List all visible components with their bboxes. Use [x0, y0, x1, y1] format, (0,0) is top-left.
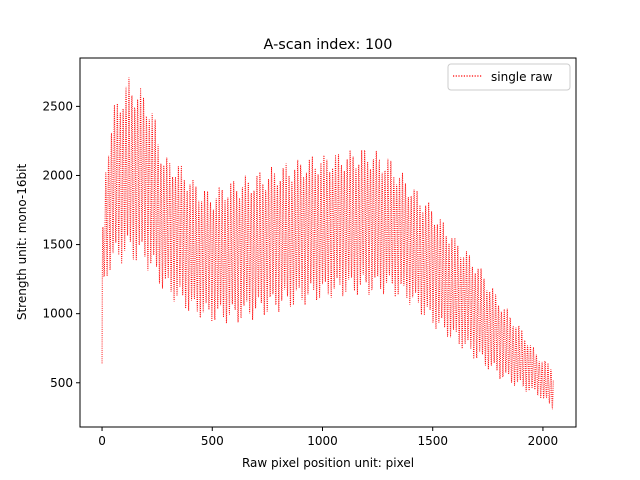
y-tick-label: 1000	[42, 307, 73, 321]
y-tick-label: 2000	[42, 168, 73, 182]
legend-label-single-raw: single raw	[491, 70, 553, 84]
x-tick-label: 1000	[307, 434, 338, 448]
y-tick-label: 1500	[42, 238, 73, 252]
x-tick-label: 1500	[417, 434, 448, 448]
series-line-single-raw	[101, 77, 554, 410]
y-tick-label: 500	[50, 376, 73, 390]
legend: single raw	[447, 63, 571, 91]
y-tick-label: 2500	[42, 99, 73, 113]
x-axis-ticks: 0 500 1000 1500 2000	[98, 427, 558, 448]
legend-box	[447, 63, 571, 91]
plot-area	[79, 57, 577, 428]
axes-frame	[79, 57, 577, 428]
y-axis-ticks: 500 1000 1500 2000 2500	[42, 99, 80, 390]
x-tick-label: 2000	[528, 434, 559, 448]
chart-title: A-scan index: 100	[264, 37, 393, 53]
y-axis-label: Strength unit: mono-16bit	[15, 164, 29, 321]
x-tick-label: 0	[98, 434, 106, 448]
data-layer	[101, 77, 554, 410]
x-tick-label: 500	[201, 434, 224, 448]
x-axis-label: Raw pixel position unit: pixel	[242, 456, 414, 470]
